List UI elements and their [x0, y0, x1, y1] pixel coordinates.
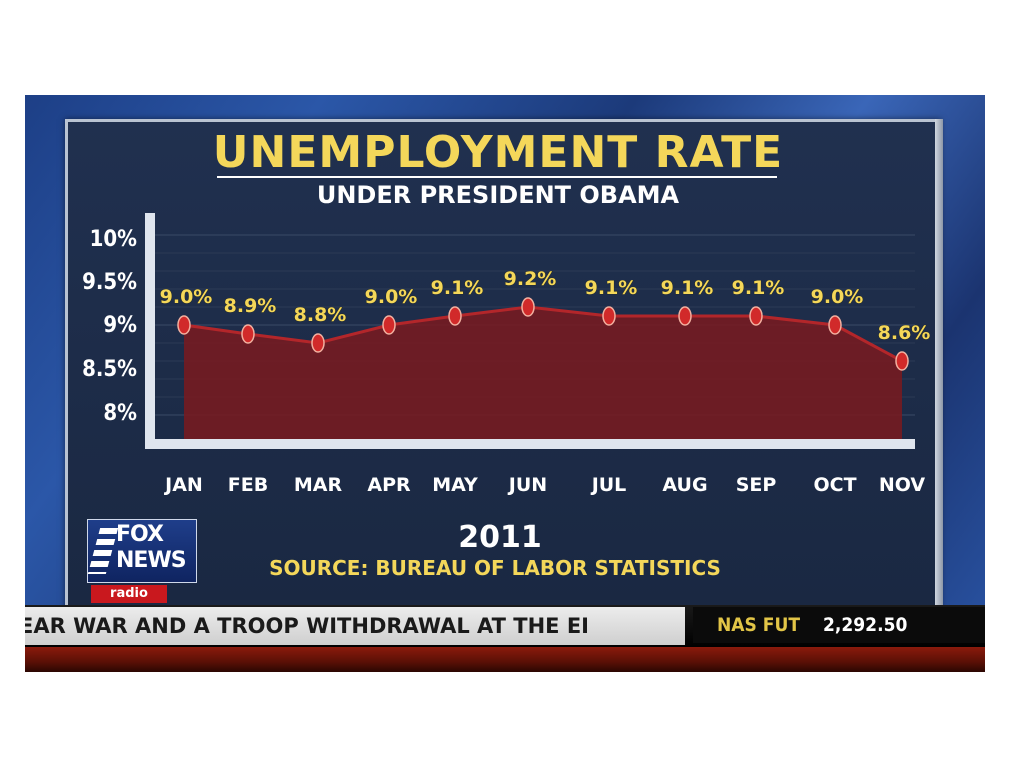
x-tick-label: AUG [662, 474, 707, 496]
data-label: 9.1% [732, 277, 785, 299]
logo-text: FOX NEWS [116, 522, 187, 573]
data-point [177, 315, 191, 335]
data-point [382, 315, 396, 335]
source-label: SOURCE: BUREAU OF LABOR STATISTICS [269, 556, 721, 580]
data-point [521, 297, 535, 317]
fox-news-radio-logo: FOX NEWS radio [83, 519, 201, 609]
y-axis-bar [145, 213, 155, 443]
data-point [602, 306, 616, 326]
panel-edge [935, 119, 943, 612]
x-ticks: JAN FEB MAR APR MAY JUN JUL AUG SEP OCT NOV [163, 474, 925, 496]
data-label: 9.0% [365, 286, 418, 308]
stock-name: NAS FUT [717, 614, 801, 636]
data-point [448, 306, 462, 326]
x-tick-label: JUN [507, 474, 547, 496]
data-label: 8.6% [878, 322, 931, 344]
x-tick-label: JUL [590, 474, 627, 496]
x-tick-label: FEB [228, 474, 268, 496]
area-fill [184, 307, 902, 439]
y-tick-label: 9.5% [82, 270, 137, 295]
news-ticker: EAR WAR AND A TROOP WITHDRAWAL AT THE EI… [25, 605, 985, 672]
y-tick-label: 10% [90, 227, 138, 252]
broadcast-frame: UNEMPLOYMENT RATE UNDER PRESIDENT OBAMA … [25, 95, 985, 672]
x-tick-label: MAY [432, 474, 478, 496]
x-axis-bar [145, 439, 915, 449]
year-label: 2011 [458, 520, 542, 555]
data-label: 9.1% [431, 277, 484, 299]
stock-box: NAS FUT 2,292.50 [693, 607, 985, 643]
logo-radio-tag: radio [91, 585, 167, 603]
ticker-crawl-text: EAR WAR AND A TROOP WITHDRAWAL AT THE EI [25, 614, 589, 638]
data-label: 8.9% [224, 295, 277, 317]
x-tick-label: APR [367, 474, 411, 496]
data-point [311, 333, 325, 353]
x-tick-label: OCT [813, 474, 856, 496]
logo-stripes [87, 528, 119, 574]
x-tick-label: JAN [163, 474, 203, 496]
x-tick-label: NOV [879, 474, 926, 496]
ticker-red-band [25, 647, 985, 672]
x-tick-label: MAR [294, 474, 343, 496]
y-ticks: 10% 9.5% 9% 8.5% 8% [82, 227, 137, 426]
data-point [241, 324, 255, 344]
data-point [895, 351, 909, 371]
chart-title: UNEMPLOYMENT RATE [213, 127, 783, 178]
data-label: 9.1% [585, 277, 638, 299]
x-tick-label: SEP [736, 474, 777, 496]
area-layer [183, 305, 903, 439]
data-point [828, 315, 842, 335]
fox-logo-box: FOX NEWS [87, 519, 197, 583]
data-label: 9.0% [160, 286, 213, 308]
data-point [678, 306, 692, 326]
data-point [749, 306, 763, 326]
chart: UNEMPLOYMENT RATE UNDER PRESIDENT OBAMA … [82, 127, 931, 580]
ticker-crawl: EAR WAR AND A TROOP WITHDRAWAL AT THE EI [25, 607, 685, 645]
y-tick-label: 9% [103, 313, 137, 338]
data-label: 9.1% [661, 277, 714, 299]
y-tick-label: 8.5% [82, 357, 137, 382]
y-tick-label: 8% [103, 401, 137, 426]
chart-subtitle: UNDER PRESIDENT OBAMA [317, 181, 680, 209]
markers [177, 297, 909, 371]
data-label: 9.2% [504, 268, 557, 290]
stock-value: 2,292.50 [823, 614, 908, 636]
data-labels: 9.0% 8.9% 8.8% 9.0% 9.1% 9.2% 9.1% 9.1% 9.1% 9.0%… [159, 268, 931, 345]
data-label: 9.0% [811, 286, 864, 308]
data-label: 8.8% [294, 304, 347, 326]
